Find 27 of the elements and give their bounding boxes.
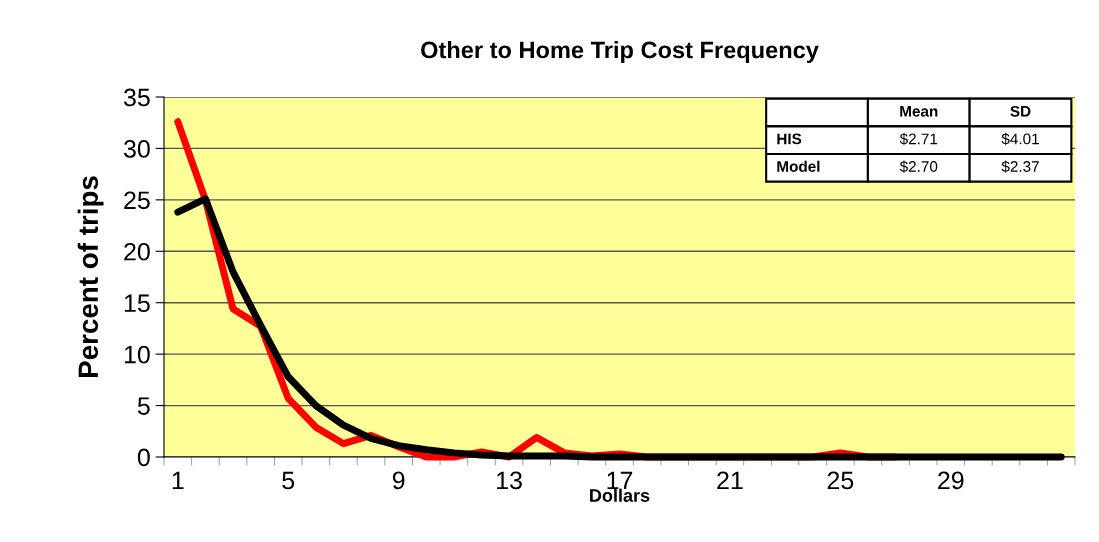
x-tick-label: 21: [717, 471, 743, 490]
annotation: Mean: [900, 106, 938, 117]
x-tick-label: 17: [607, 471, 633, 490]
y-tick-label: 20: [124, 242, 150, 261]
x-tick-label: 29: [938, 471, 964, 490]
y-tick-label: 10: [124, 345, 150, 364]
x-axis-title: Dollars: [590, 488, 650, 502]
annotation: $2.71: [899, 132, 938, 146]
chart-title: Other to Home Trip Cost Frequency: [421, 41, 819, 64]
annotation: $2.37: [1001, 160, 1039, 173]
y-tick-label: 25: [124, 191, 150, 210]
annotation: Model: [777, 160, 820, 172]
x-tick-label: 9: [392, 471, 405, 490]
annotation: SD: [1010, 105, 1031, 117]
x-tick-label: 1: [172, 471, 184, 490]
y-tick-label: 30: [123, 140, 150, 158]
y-axis-title: Percent of trips: [77, 176, 104, 378]
annotation: HIS: [777, 133, 802, 145]
y-tick-label: 35: [123, 88, 150, 107]
x-tick-label: 25: [827, 471, 854, 490]
y-tick-label: 15: [124, 294, 150, 313]
x-tick-label: 13: [497, 471, 522, 490]
annotation: $2.70: [899, 160, 938, 173]
annotation: $4.01: [1001, 132, 1039, 146]
x-tick-label: 5: [282, 471, 295, 490]
y-tick-label: 0: [137, 448, 150, 467]
y-tick-label: 5: [137, 397, 150, 415]
